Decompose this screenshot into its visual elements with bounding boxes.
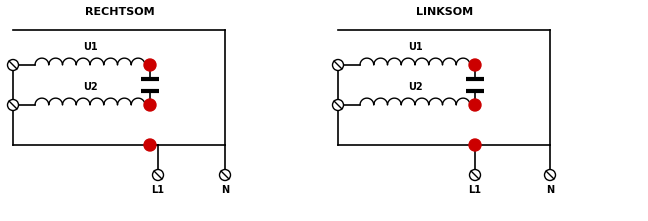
Text: U2: U2 [408, 82, 422, 92]
Text: L1: L1 [469, 185, 481, 195]
Circle shape [8, 59, 19, 70]
Circle shape [469, 99, 481, 111]
Circle shape [144, 99, 156, 111]
Text: LINKSOM: LINKSOM [417, 7, 474, 17]
Circle shape [144, 139, 156, 151]
Circle shape [469, 139, 481, 151]
Circle shape [544, 170, 555, 181]
Circle shape [469, 59, 481, 71]
Text: N: N [221, 185, 229, 195]
Text: N: N [546, 185, 554, 195]
Circle shape [220, 170, 231, 181]
Circle shape [470, 170, 481, 181]
Text: U2: U2 [83, 82, 97, 92]
Circle shape [144, 59, 156, 71]
Circle shape [332, 99, 343, 110]
Text: L1: L1 [152, 185, 165, 195]
Text: U1: U1 [83, 42, 97, 52]
Text: U1: U1 [408, 42, 422, 52]
Circle shape [8, 99, 19, 110]
Text: RECHTSOM: RECHTSOM [85, 7, 155, 17]
Circle shape [332, 59, 343, 70]
Circle shape [152, 170, 163, 181]
